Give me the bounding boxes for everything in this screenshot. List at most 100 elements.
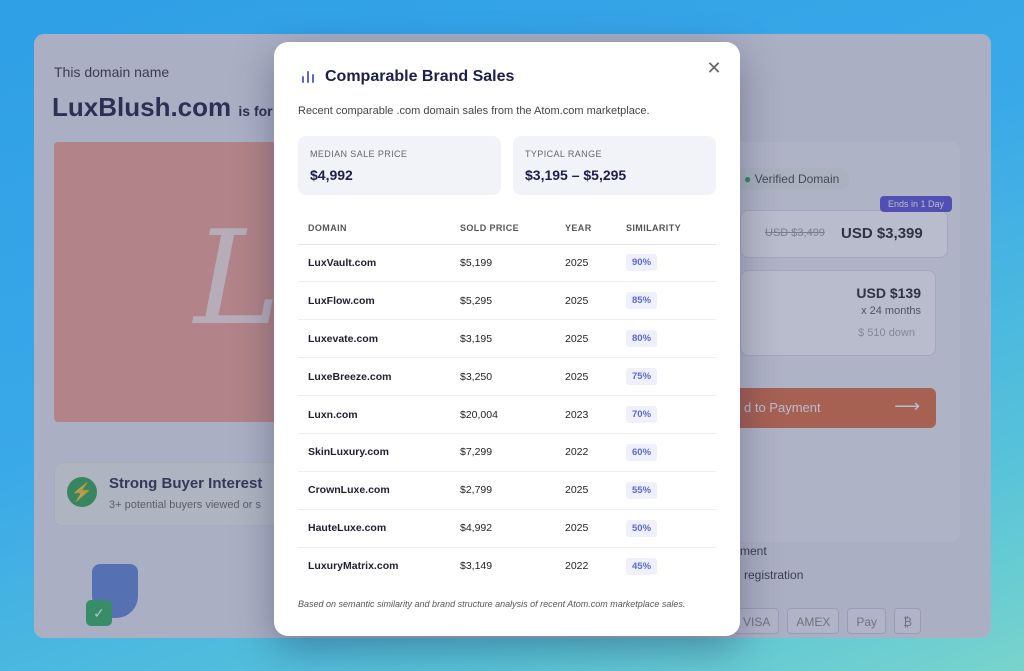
- payment-methods: VISA AMEX Pay ₿: [734, 608, 921, 634]
- methodology-footnote: Based on semantic similarity and brand s…: [298, 599, 686, 609]
- row-similarity-cell: 80%: [616, 319, 716, 359]
- similarity-badge: 50%: [626, 519, 658, 537]
- similarity-badge: 90%: [626, 254, 658, 272]
- monthly-term: x 24 months: [861, 305, 921, 317]
- monthly-option[interactable]: USD $139 x 24 months $ 510 down: [740, 270, 936, 356]
- check-icon: ✓: [86, 600, 112, 626]
- row-price: $3,149: [460, 560, 493, 573]
- amex-badge: AMEX: [787, 608, 840, 634]
- buyer-interest-title: Strong Buyer Interest: [109, 475, 263, 492]
- similarity-badge: 85%: [626, 292, 658, 310]
- monthly-price: USD $139: [856, 285, 921, 301]
- lightning-icon: ⚡: [67, 477, 97, 507]
- bar-chart-icon: [302, 71, 314, 83]
- row-price: $2,799: [450, 471, 555, 510]
- logo-letter: L: [194, 202, 281, 354]
- visa-badge: VISA: [734, 608, 780, 634]
- typical-range-card: TYPICAL RANGE $3,195 – $5,295: [513, 136, 716, 195]
- domain-name: LuxBlush.com: [52, 92, 232, 122]
- verified-label: Verified Domain: [754, 172, 840, 186]
- table-row: HauteLuxe.com $4,992 2025 50%: [298, 509, 716, 548]
- comparable-sales-table: DOMAIN SOLD PRICE YEAR SIMILARITY LuxVau…: [298, 213, 716, 585]
- arrow-right-icon: ⟶: [894, 396, 920, 416]
- close-icon[interactable]: ✕: [706, 58, 722, 78]
- feature-text-1: yment: [734, 544, 767, 558]
- row-year: 2025: [555, 281, 616, 321]
- header-domain: DOMAIN: [298, 213, 450, 245]
- row-domain: LuxVault.com: [298, 244, 450, 283]
- similarity-badge: 75%: [626, 368, 658, 386]
- row-similarity-cell: 45%: [616, 547, 716, 585]
- row-year: 2025: [555, 357, 616, 397]
- similarity-badge: 80%: [626, 330, 658, 348]
- similarity-badge: 55%: [626, 481, 658, 499]
- ends-badge: Ends in 1 Day: [880, 196, 953, 212]
- median-sale-label: MEDIAN SALE PRICE: [310, 149, 408, 159]
- row-similarity-cell: 60%: [616, 433, 716, 472]
- row-domain: Luxn.com: [298, 395, 450, 434]
- row-domain: CrownLuxe.com: [298, 471, 450, 510]
- row-domain: HauteLuxe.com: [298, 509, 450, 548]
- row-similarity-cell: 70%: [616, 395, 716, 434]
- apple-pay-badge: Pay: [847, 608, 887, 634]
- row-similarity-cell: 90%: [616, 244, 716, 283]
- row-year: 2023: [555, 395, 616, 434]
- table-row: SkinLuxury.com $7,299 2022 60%: [298, 433, 716, 472]
- table-row: CrownLuxe.com $2,799 2025 55%: [298, 471, 716, 510]
- row-domain: LuxeBreeze.com: [298, 357, 450, 397]
- row-price: $20,004: [450, 395, 555, 434]
- typical-range-label: TYPICAL RANGE: [525, 149, 602, 159]
- median-sale-value: $4,992: [310, 167, 353, 183]
- table-row: Luxevate.com $3,195 2025 80%: [298, 319, 716, 359]
- typical-range-value: $3,195 – $5,295: [525, 167, 627, 183]
- row-price: $5,199: [450, 244, 555, 283]
- buyer-interest-subtitle: 3+ potential buyers viewed or s: [109, 499, 261, 511]
- row-price: $5,295: [450, 281, 555, 321]
- domain-title: LuxBlush.com is for: [52, 92, 273, 123]
- proceed-to-payment-button[interactable]: d to Payment ⟶: [724, 388, 936, 428]
- feature-text-2: n registration: [734, 568, 804, 582]
- new-price: USD $3,399: [841, 225, 923, 242]
- row-domain: LuxuryMatrix.com: [308, 560, 399, 573]
- row-price: $4,992: [450, 509, 555, 548]
- row-domain: SkinLuxury.com: [298, 433, 450, 472]
- table-header-row: DOMAIN SOLD PRICE YEAR SIMILARITY: [298, 213, 716, 245]
- median-sale-card: MEDIAN SALE PRICE $4,992: [298, 136, 501, 195]
- row-similarity-cell: 75%: [616, 357, 716, 397]
- similarity-badge: 45%: [626, 557, 658, 575]
- old-price: USD $3,499: [765, 227, 825, 239]
- table-row: LuxeBreeze.com $3,250 2025 75%: [298, 357, 716, 397]
- row-domain: Luxevate.com: [298, 319, 450, 359]
- buy-now-option[interactable]: USD $3,499 USD $3,399: [740, 210, 948, 258]
- modal-subtitle: Recent comparable .com domain sales from…: [298, 105, 650, 117]
- row-year: 2025: [555, 319, 616, 359]
- table-row: LuxuryMatrix.com $3,149 2022 45%: [298, 547, 716, 585]
- table-row: LuxFlow.com $5,295 2025 85%: [298, 281, 716, 321]
- table-row: Luxn.com $20,004 2023 70%: [298, 395, 716, 434]
- header-year: YEAR: [555, 213, 616, 245]
- similarity-badge: 70%: [626, 406, 658, 423]
- row-domain: LuxFlow.com: [298, 281, 450, 321]
- modal-title: Comparable Brand Sales: [325, 68, 515, 85]
- domain-intro-label: This domain name: [54, 64, 170, 80]
- header-sold-price: SOLD PRICE: [450, 213, 555, 245]
- monthly-down: $ 510 down: [858, 327, 915, 339]
- proceed-label: d to Payment: [744, 400, 821, 415]
- buyer-interest-card: ⚡ Strong Buyer Interest 3+ potential buy…: [54, 462, 304, 526]
- row-year: 2025: [555, 509, 616, 548]
- domain-suffix: is for: [238, 103, 273, 119]
- row-similarity-cell: 50%: [616, 509, 716, 548]
- row-price: $7,299: [450, 433, 555, 472]
- row-year: 2022: [555, 433, 616, 472]
- row-year: 2022: [565, 560, 589, 573]
- bitcoin-badge: ₿: [894, 608, 921, 634]
- comparable-sales-modal: Comparable Brand Sales ✕ Recent comparab…: [274, 42, 740, 636]
- similarity-badge: 60%: [626, 443, 658, 461]
- row-price: $3,250: [450, 357, 555, 397]
- row-year: 2025: [555, 244, 616, 283]
- table-row: LuxVault.com $5,199 2025 90%: [298, 244, 716, 283]
- row-similarity-cell: 55%: [616, 471, 716, 510]
- verified-badge: ● Verified Domain: [734, 168, 850, 190]
- header-similarity: SIMILARITY: [616, 213, 716, 245]
- row-similarity-cell: 85%: [616, 281, 716, 321]
